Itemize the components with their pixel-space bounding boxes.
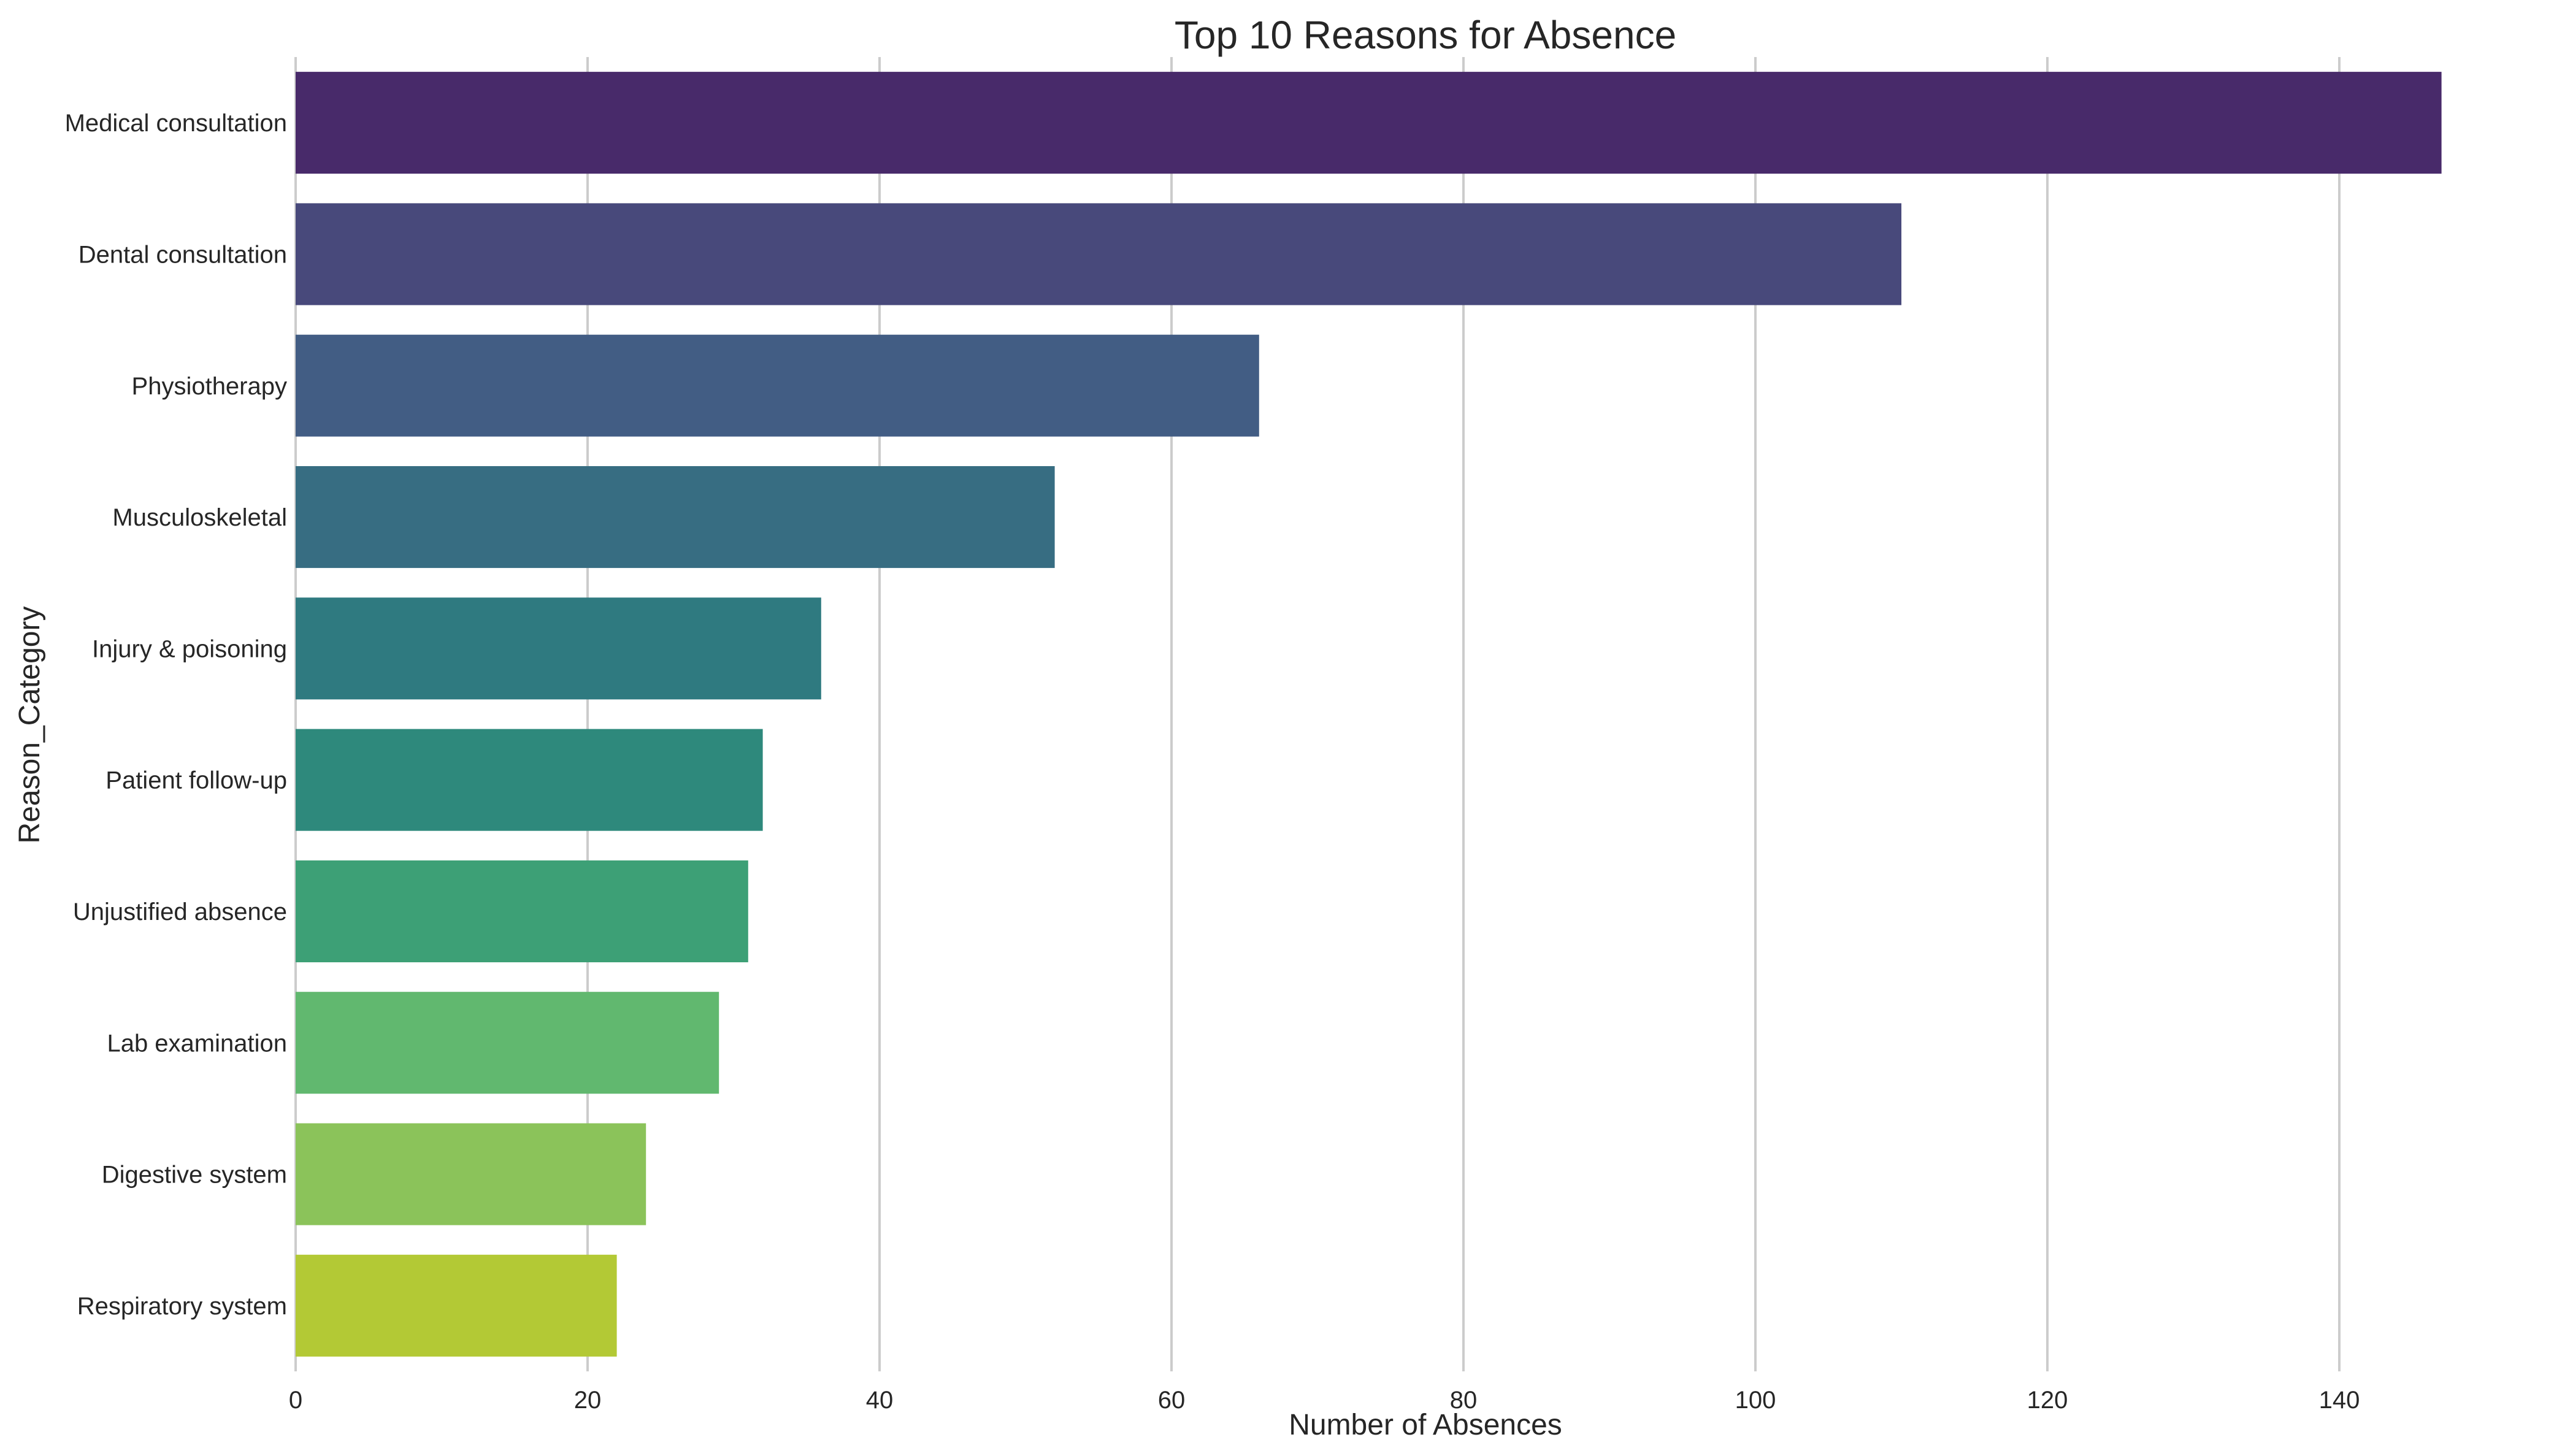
x-tick-label: 0	[289, 1387, 302, 1414]
y-tick-label: Respiratory system	[77, 1293, 287, 1320]
y-tick-label: Physiotherapy	[132, 373, 287, 400]
bar-medical-consultation	[296, 72, 2442, 174]
y-tick-label: Patient follow-up	[105, 767, 287, 794]
x-tick-label: 20	[574, 1387, 602, 1414]
bar-physiotherapy	[296, 334, 1259, 437]
x-tick-label: 60	[1158, 1387, 1186, 1414]
x-tick-labels: 0 20 40 60 80 100 120 140	[289, 1387, 2360, 1414]
bar-patient-follow-up	[296, 729, 763, 831]
chart-title: Top 10 Reasons for Absence	[1175, 13, 1676, 57]
x-tick-label: 140	[2319, 1387, 2360, 1414]
x-tick-label: 40	[866, 1387, 894, 1414]
bar-dental-consultation	[296, 203, 1901, 305]
x-tick-label: 80	[1450, 1387, 1478, 1414]
bar-injury-poisoning	[296, 597, 821, 700]
y-tick-label: Dental consultation	[79, 241, 287, 268]
bar-unjustified-absence	[296, 860, 748, 962]
y-tick-label: Injury & poisoning	[92, 635, 287, 662]
x-tick-label: 120	[2027, 1387, 2068, 1414]
y-tick-label: Digestive system	[102, 1162, 287, 1189]
bar-digestive-system	[296, 1123, 646, 1225]
y-axis-label: Reason_Category	[13, 607, 46, 844]
y-tick-label: Lab examination	[107, 1030, 287, 1057]
bar-respiratory-system	[296, 1254, 617, 1357]
bars	[296, 72, 2442, 1357]
x-tick-label: 100	[1735, 1387, 1776, 1414]
y-tick-labels: Medical consultation Dental consultation P…	[65, 110, 287, 1320]
y-tick-label: Musculoskeletal	[112, 504, 287, 531]
bar-musculoskeletal	[296, 466, 1055, 569]
bar-lab-examination	[296, 992, 719, 1094]
y-tick-label: Medical consultation	[65, 110, 287, 137]
y-tick-label: Unjustified absence	[73, 899, 287, 925]
x-axis-label: Number of Absences	[1289, 1409, 1562, 1441]
